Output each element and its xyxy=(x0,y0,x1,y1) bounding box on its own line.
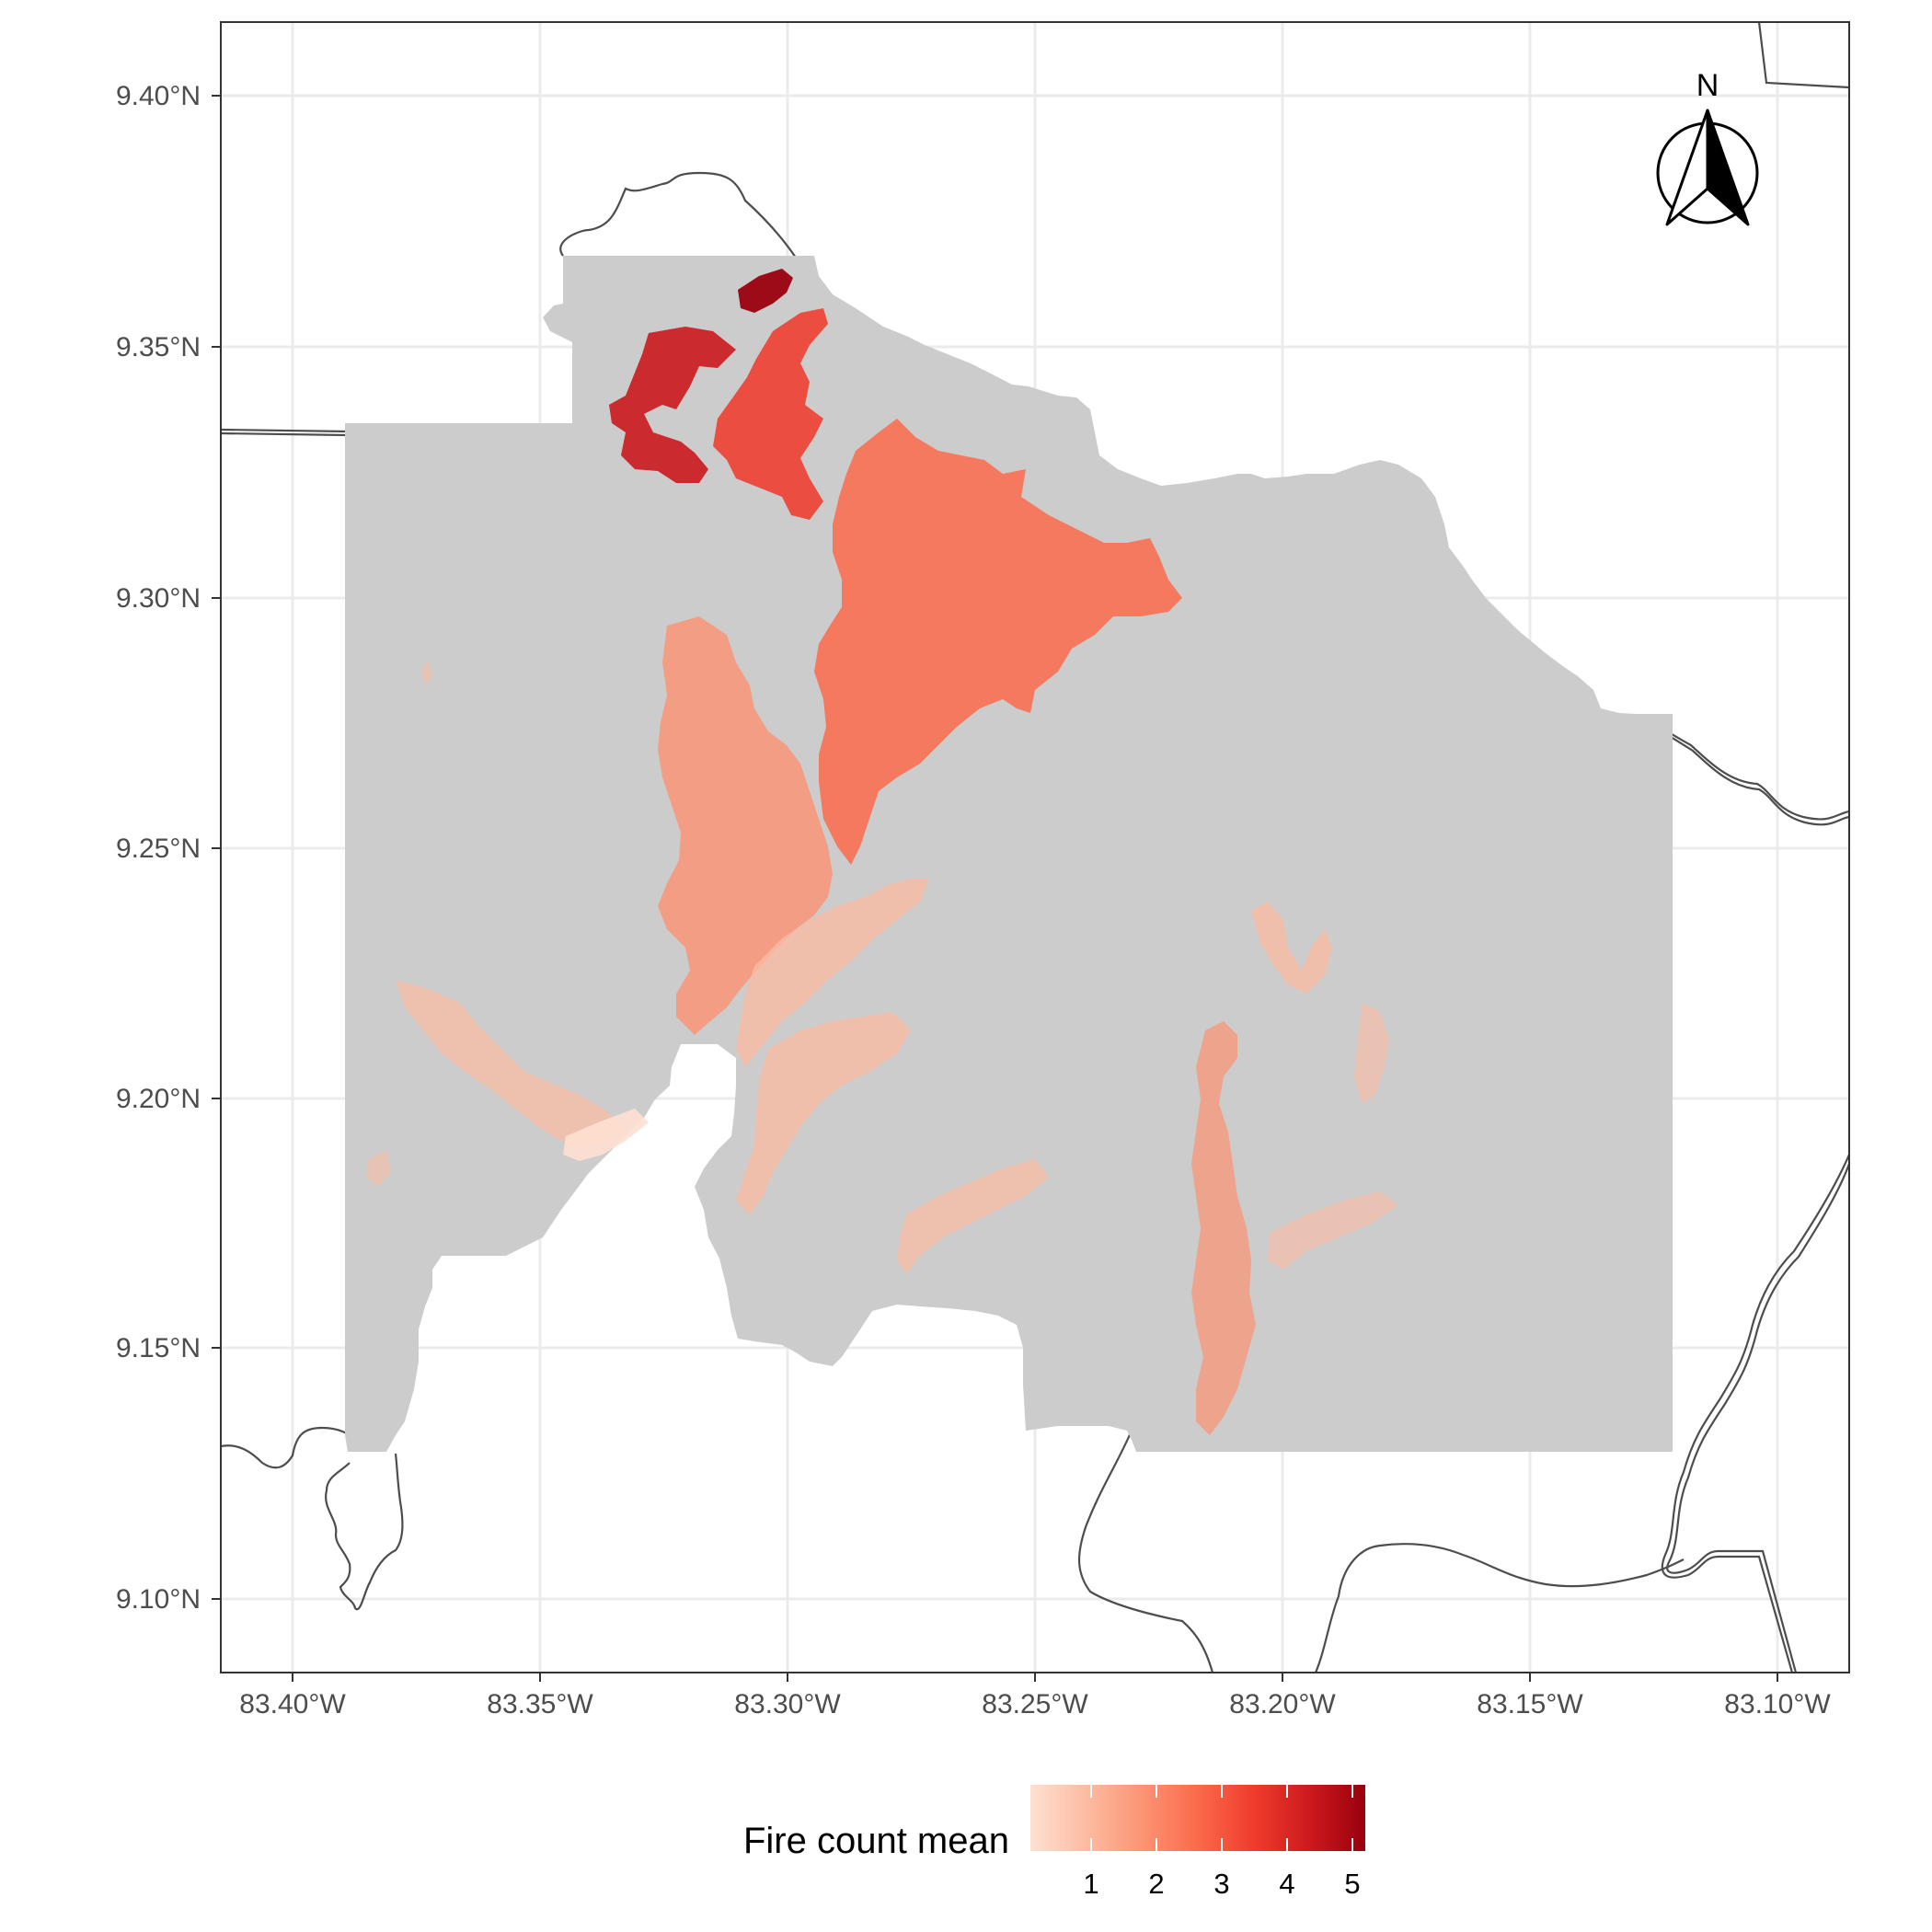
fire-count-raster xyxy=(366,269,1398,1435)
x-tick-label: 83.15°W xyxy=(1477,1689,1583,1719)
x-axis: 83.40°W 83.35°W 83.30°W 83.25°W 83.20°W … xyxy=(239,1673,1831,1719)
y-tick-label: 9.35°N xyxy=(116,332,201,362)
fire-patch-south-middle xyxy=(736,1012,911,1214)
x-tick-label: 83.40°W xyxy=(239,1689,346,1719)
x-tick-label: 83.10°W xyxy=(1724,1689,1831,1719)
legend-tick-label: 4 xyxy=(1279,1868,1294,1900)
y-tick-label: 9.25°N xyxy=(116,834,201,864)
boundary-line-south xyxy=(1077,1430,1685,1673)
north-arrow-icon: N xyxy=(1656,68,1759,226)
y-tick-label: 9.30°N xyxy=(116,583,201,614)
fire-patch-east-small xyxy=(1251,902,1332,994)
fire-patch-south-central-band xyxy=(736,879,929,1067)
north-arrow-label: N xyxy=(1696,68,1719,103)
y-tick-label: 9.10°N xyxy=(116,1584,201,1615)
x-tick-label: 83.25°W xyxy=(982,1689,1088,1719)
boundary-line-north xyxy=(559,171,797,259)
boundary-line-west xyxy=(221,428,349,437)
fire-patch-central xyxy=(658,616,833,1035)
y-tick-label: 9.20°N xyxy=(116,1084,201,1114)
boundary-line-northeast-corner xyxy=(1757,22,1849,89)
fire-patch-north-hotspot xyxy=(738,269,793,313)
boundary-line-southwest xyxy=(221,1426,404,1611)
x-tick-label: 83.35°W xyxy=(487,1689,593,1719)
fire-patch-east-streaks xyxy=(1268,1191,1398,1270)
fire-patch-northwest-cluster xyxy=(609,327,736,483)
boundary-lines xyxy=(221,22,1849,1673)
x-tick-label: 83.30°W xyxy=(734,1689,841,1719)
y-tick-label: 9.40°N xyxy=(116,81,201,111)
fire-patch-east-river xyxy=(1191,1021,1256,1435)
legend-colorbar xyxy=(1030,1785,1365,1851)
legend-tick-label: 5 xyxy=(1344,1868,1360,1900)
legend-tick-label: 1 xyxy=(1083,1868,1098,1900)
x-tick-label: 83.20°W xyxy=(1229,1689,1336,1719)
fire-patch-west xyxy=(396,980,626,1148)
fire-patch-far-east xyxy=(1354,1003,1389,1104)
legend-ticks xyxy=(1090,1785,1353,1851)
north-arrow-right-half xyxy=(1706,109,1750,226)
legend-title: Fire count mean xyxy=(743,1821,1009,1861)
legend: Fire count mean 1 2 3 4 5 xyxy=(743,1785,1365,1900)
boundary-line-southeast-river xyxy=(1661,1154,1849,1673)
y-axis: 9.40°N 9.35°N 9.30°N 9.25°N 9.20°N 9.15°… xyxy=(116,81,221,1615)
legend-tick-label: 3 xyxy=(1213,1868,1229,1900)
fire-patch-south-east-middle xyxy=(897,1159,1049,1274)
fire-patch-central-northeast xyxy=(814,419,1182,865)
study-area xyxy=(345,256,1673,1452)
fire-patch-north-central xyxy=(713,308,828,520)
fire-patch-southwest-edge xyxy=(563,1109,649,1161)
y-tick-label: 9.15°N xyxy=(116,1333,201,1363)
legend-tick-label: 2 xyxy=(1148,1868,1164,1900)
